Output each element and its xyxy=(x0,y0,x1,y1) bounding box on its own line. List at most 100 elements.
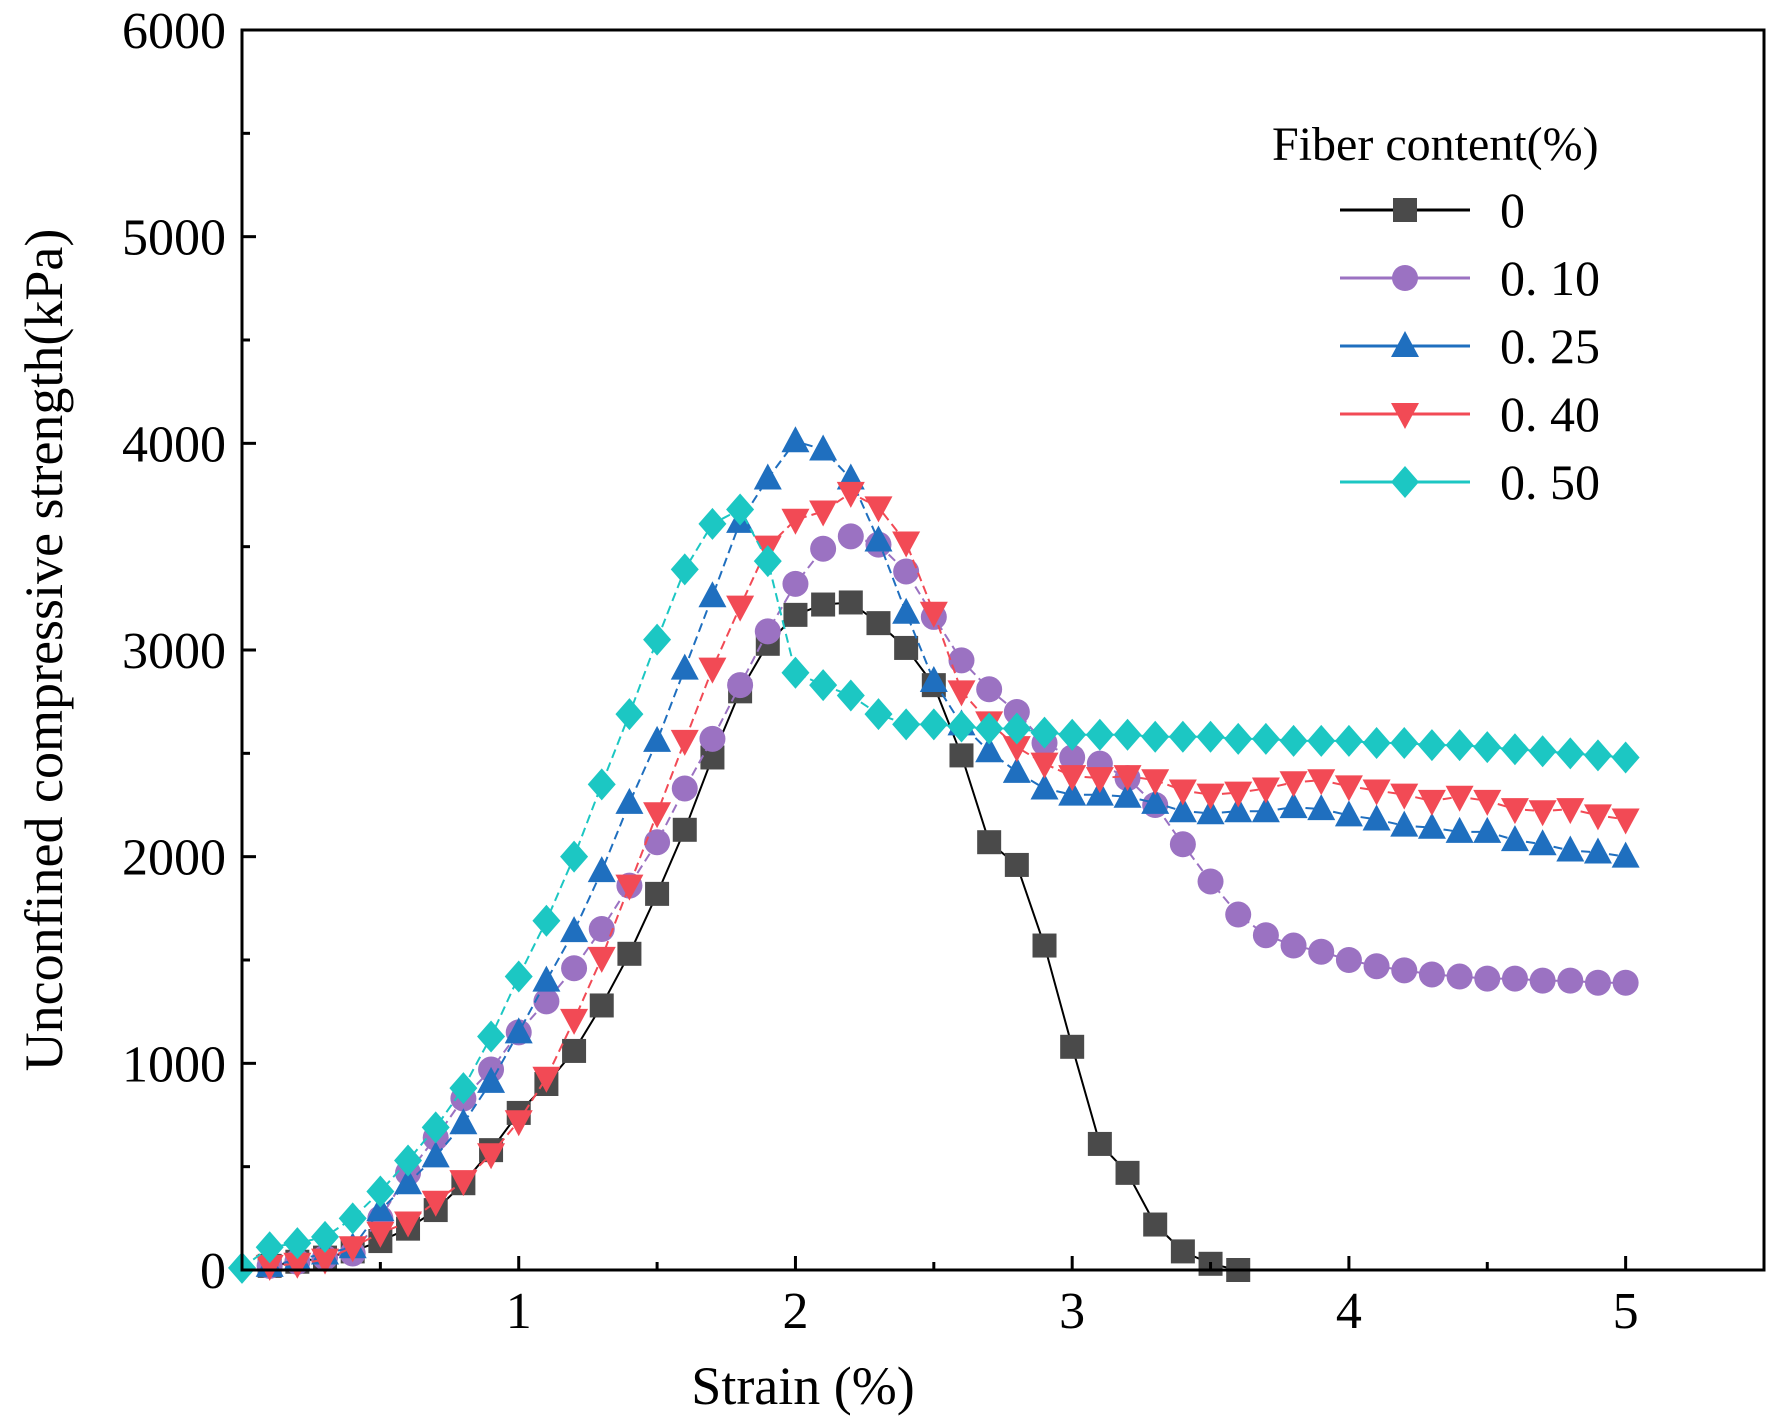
data-point xyxy=(1335,947,1362,973)
data-point xyxy=(394,1144,423,1177)
data-point xyxy=(1170,1239,1195,1264)
data-point xyxy=(672,817,697,842)
axes-layer: 0 1000 2000 3000 4000 5000 6000 1 2 3 4 5 xyxy=(122,3,1639,1340)
data-point xyxy=(837,523,864,550)
legend-label: 0. 10 xyxy=(1500,250,1600,306)
data-point xyxy=(1251,777,1280,804)
data-point xyxy=(1611,841,1640,868)
data-point xyxy=(1279,771,1308,798)
data-point xyxy=(588,916,615,942)
data-point xyxy=(1141,787,1170,814)
data-point xyxy=(1556,835,1585,862)
data-point xyxy=(726,493,755,526)
y-tick-label: 5000 xyxy=(122,210,226,267)
data-point xyxy=(975,712,1004,745)
series-line xyxy=(269,491,1626,1267)
data-point xyxy=(1196,720,1225,753)
legend-label: 0. 25 xyxy=(1500,318,1600,374)
data-point xyxy=(892,597,921,624)
data-point xyxy=(838,590,863,615)
data-point xyxy=(255,1231,284,1264)
data-point xyxy=(836,481,865,508)
data-point xyxy=(1445,729,1474,762)
data-point xyxy=(753,545,782,578)
data-point xyxy=(811,592,836,617)
data-point xyxy=(504,1017,533,1044)
data-point xyxy=(975,736,1004,763)
data-point xyxy=(781,426,810,453)
legend-item: 0. 50 xyxy=(1340,454,1600,510)
data-point xyxy=(1196,783,1225,810)
data-point xyxy=(1611,741,1640,774)
data-point xyxy=(615,698,644,731)
data-point xyxy=(783,602,808,627)
data-point xyxy=(948,647,975,674)
data-point xyxy=(421,1111,450,1144)
data-point xyxy=(1583,804,1612,831)
data-point xyxy=(671,775,698,802)
data-point xyxy=(1390,810,1419,837)
x-tick-label: 1 xyxy=(506,1283,532,1340)
data-point xyxy=(1004,852,1029,877)
data-point xyxy=(781,508,810,535)
data-point xyxy=(1058,779,1087,806)
data-point xyxy=(1474,965,1501,992)
data-point xyxy=(394,1168,423,1195)
data-point xyxy=(1058,718,1087,751)
data-point xyxy=(1225,901,1252,928)
data-point xyxy=(1584,969,1611,996)
data-point xyxy=(532,904,561,937)
data-point xyxy=(892,708,921,741)
data-point xyxy=(1417,812,1446,839)
data-point xyxy=(866,611,891,636)
data-point xyxy=(1030,773,1059,800)
data-point xyxy=(1252,922,1279,949)
data-point xyxy=(1279,792,1308,819)
data-point xyxy=(976,676,1003,703)
data-point xyxy=(1363,953,1390,980)
data-point xyxy=(1500,825,1529,852)
data-point xyxy=(449,1072,478,1105)
data-point xyxy=(532,965,561,992)
series-line xyxy=(269,535,1626,1267)
data-point xyxy=(1390,783,1419,810)
legend: Fiber content(%) 0 0. 10 0. 25 0. 40 0. 50 xyxy=(1272,118,1600,510)
data-point xyxy=(1002,712,1031,745)
data-point xyxy=(698,581,727,608)
data-point xyxy=(699,725,726,752)
data-point xyxy=(782,570,809,597)
data-point xyxy=(1113,781,1142,808)
legend-title: Fiber content(%) xyxy=(1272,118,1599,171)
data-point xyxy=(533,988,560,1015)
y-tick-label: 4000 xyxy=(122,416,226,473)
data-point xyxy=(809,434,838,461)
data-point xyxy=(1500,798,1529,825)
data-point xyxy=(1417,789,1446,816)
data-point xyxy=(810,535,837,562)
data-point xyxy=(1418,961,1445,988)
data-point xyxy=(617,941,642,966)
data-point xyxy=(560,1008,589,1035)
data-point xyxy=(394,1211,423,1238)
data-point xyxy=(1446,963,1473,990)
x-tick-label: 3 xyxy=(1059,1283,1085,1340)
data-point xyxy=(1087,1131,1112,1156)
data-point xyxy=(643,725,672,752)
data-point xyxy=(893,558,920,585)
data-point xyxy=(1390,727,1419,759)
data-point xyxy=(1391,957,1418,984)
data-point xyxy=(1115,1160,1140,1185)
legend-marker xyxy=(1391,466,1419,498)
data-point xyxy=(1059,744,1086,771)
y-tick-label: 2000 xyxy=(122,830,226,887)
data-point xyxy=(1334,724,1363,757)
data-point xyxy=(894,635,919,660)
data-point xyxy=(449,1170,478,1197)
data-point xyxy=(949,743,974,768)
data-point xyxy=(919,708,948,741)
data-point xyxy=(1307,769,1336,796)
data-point xyxy=(727,672,754,699)
data-point xyxy=(670,553,699,586)
data-point xyxy=(1113,718,1142,751)
data-point xyxy=(947,680,976,707)
